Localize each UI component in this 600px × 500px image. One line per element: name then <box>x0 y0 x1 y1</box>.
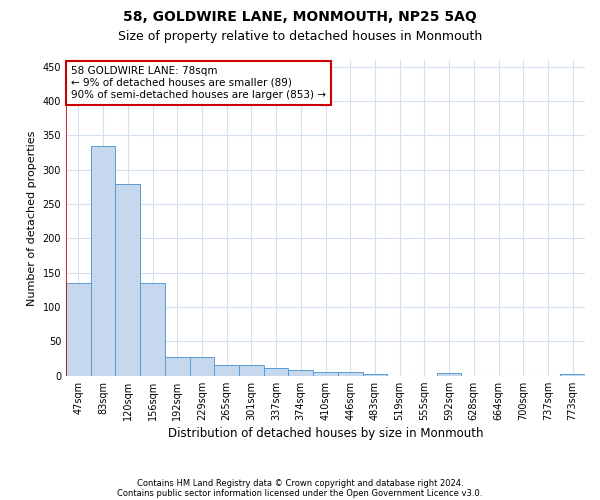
Text: Contains HM Land Registry data © Crown copyright and database right 2024.: Contains HM Land Registry data © Crown c… <box>137 478 463 488</box>
Bar <box>115 184 140 376</box>
Bar <box>165 357 190 376</box>
Text: Contains public sector information licensed under the Open Government Licence v3: Contains public sector information licen… <box>118 488 482 498</box>
Bar <box>264 368 289 376</box>
Bar <box>362 374 388 376</box>
Bar <box>313 372 338 376</box>
Text: 58, GOLDWIRE LANE, MONMOUTH, NP25 5AQ: 58, GOLDWIRE LANE, MONMOUTH, NP25 5AQ <box>123 10 477 24</box>
Y-axis label: Number of detached properties: Number of detached properties <box>27 130 37 306</box>
X-axis label: Distribution of detached houses by size in Monmouth: Distribution of detached houses by size … <box>168 427 483 440</box>
Bar <box>190 357 214 376</box>
Bar <box>560 374 585 376</box>
Bar <box>140 283 165 376</box>
Bar <box>239 366 264 376</box>
Bar <box>91 146 115 376</box>
Bar <box>214 366 239 376</box>
Text: Size of property relative to detached houses in Monmouth: Size of property relative to detached ho… <box>118 30 482 43</box>
Bar <box>338 372 362 376</box>
Bar <box>66 283 91 376</box>
Text: 58 GOLDWIRE LANE: 78sqm
← 9% of detached houses are smaller (89)
90% of semi-det: 58 GOLDWIRE LANE: 78sqm ← 9% of detached… <box>71 66 326 100</box>
Bar <box>289 370 313 376</box>
Bar <box>437 373 461 376</box>
